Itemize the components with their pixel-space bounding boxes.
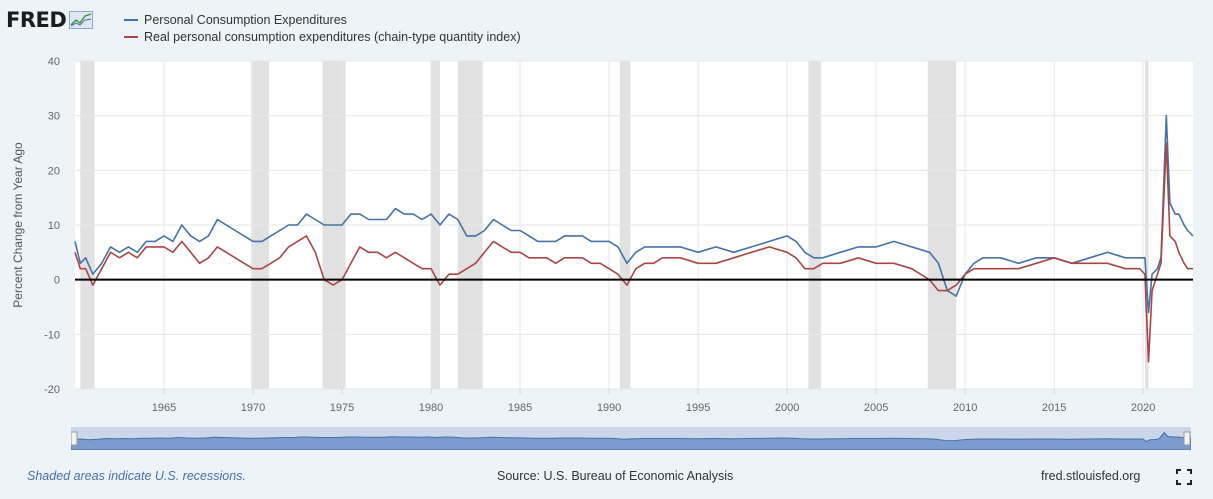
series-line-real-pce [74, 142, 1193, 363]
y-tick-label: -20 [44, 384, 60, 396]
y-tick-label: 30 [48, 111, 60, 123]
fred-logo[interactable]: FRED [6, 8, 94, 32]
x-tick-label: 1970 [241, 402, 265, 414]
legend-label-real-pce: Real personal consumption expenditures (… [144, 29, 521, 44]
fred-graph-icon [69, 11, 94, 29]
legend-swatch-real-pce [124, 35, 138, 38]
x-tick-label: 1990 [597, 402, 621, 414]
y-tick-label: 20 [48, 165, 60, 177]
navigator-handle-right[interactable] [1183, 431, 1191, 446]
navigator-series [71, 431, 1191, 450]
range-navigator[interactable] [71, 427, 1191, 450]
y-axis-label: Percent Change from Year Ago [11, 142, 25, 308]
x-tick-label: 2015 [1042, 402, 1066, 414]
x-tick-label: 1965 [152, 402, 176, 414]
recession-note: Shaded areas indicate U.S. recessions. [27, 469, 246, 483]
site-link[interactable]: fred.stlouisfed.org [1041, 469, 1141, 483]
y-tick-label: -10 [44, 329, 60, 341]
y-tick-label: 10 [48, 220, 60, 232]
series-lines [74, 114, 1194, 363]
legend-item-pce[interactable]: Personal Consumption Expenditures [124, 11, 521, 28]
x-tick-label: 2000 [775, 402, 799, 414]
chart-legend: Personal Consumption Expenditures Real p… [124, 11, 521, 45]
legend-label-pce: Personal Consumption Expenditures [144, 12, 347, 27]
series-line-pce [74, 114, 1194, 314]
y-tick-label: 40 [48, 56, 60, 68]
y-axis-ticks: 40 30 20 10 0 -10 -20 [44, 56, 60, 396]
fullscreen-icon[interactable] [1176, 469, 1192, 485]
x-tick-label: 1975 [330, 402, 354, 414]
navigator-handle-left[interactable] [71, 431, 78, 446]
x-tick-label: 2020 [1131, 402, 1155, 414]
legend-item-real-pce[interactable]: Real personal consumption expenditures (… [124, 28, 521, 45]
source-text: Source: U.S. Bureau of Economic Analysis [497, 469, 734, 483]
x-tick-label: 2005 [864, 402, 888, 414]
x-tick-label: 1980 [419, 402, 443, 414]
y-tick-label: 0 [54, 275, 60, 287]
x-tick-label: 2010 [953, 402, 977, 414]
fred-logo-text: FRED [6, 8, 67, 32]
legend-swatch-pce [124, 18, 138, 21]
x-tick-label: 1985 [508, 402, 532, 414]
x-tick-label: 1995 [686, 402, 710, 414]
x-axis-ticks: 1965 1970 1975 1980 1985 1990 1995 2000 2005 2010… [152, 389, 1155, 414]
